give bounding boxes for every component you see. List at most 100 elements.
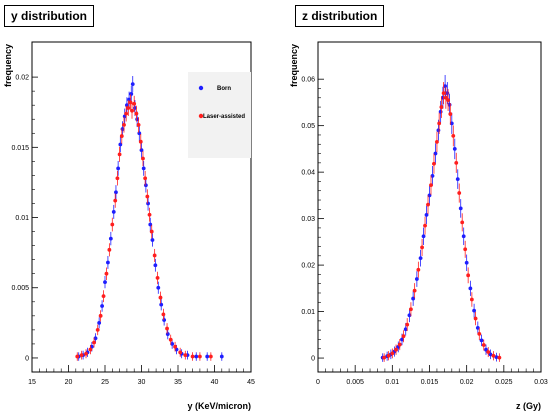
legend-box — [188, 72, 251, 158]
data-point — [405, 322, 410, 327]
data-point — [183, 353, 188, 358]
y-tick-label: 0.02 — [15, 75, 29, 82]
x-tick-label: 0.025 — [495, 379, 513, 386]
x-tick-label: 25 — [101, 379, 109, 386]
data-point — [92, 340, 96, 345]
data-point — [486, 350, 491, 354]
data-point — [117, 152, 122, 157]
data-point — [219, 354, 224, 359]
data-point — [130, 108, 134, 113]
data-point — [146, 201, 150, 206]
x-tick-label: 40 — [211, 379, 219, 386]
data-point — [95, 327, 100, 332]
x-tick-label: 0.03 — [534, 379, 548, 386]
y-tick-label: 0.06 — [301, 77, 315, 84]
x-tick-label: 15 — [28, 379, 36, 386]
data-point — [421, 234, 426, 239]
x-tick-label: 0.01 — [386, 379, 400, 386]
data-point — [93, 336, 98, 341]
data-point — [416, 267, 421, 272]
data-point — [106, 260, 110, 265]
data-point — [451, 133, 456, 138]
data-point — [113, 198, 118, 203]
data-point — [441, 91, 446, 96]
data-point — [420, 245, 424, 250]
x-tick-label: 20 — [65, 379, 73, 386]
data-point — [124, 111, 129, 116]
data-point — [477, 331, 482, 336]
y-tick-label: 0.05 — [301, 123, 315, 130]
plot-frame — [317, 41, 542, 373]
x-tick-label: 30 — [138, 379, 146, 386]
data-point — [132, 101, 137, 106]
y-axis-label: frequency — [289, 44, 299, 87]
data-point — [401, 334, 406, 339]
data-point — [194, 354, 199, 359]
data-point — [407, 313, 412, 318]
data-point — [119, 134, 124, 138]
data-point — [98, 313, 103, 318]
data-point — [497, 355, 502, 360]
data-point — [198, 354, 202, 359]
chart-panel: 15 20 25 30 35 40 45 0 0.005 0.01 0.015 0.02 y (KeV/… — [3, 41, 255, 411]
legend-marker — [198, 85, 204, 91]
data-point — [454, 160, 459, 165]
y-tick-label: 0.03 — [301, 216, 315, 223]
data-point — [115, 176, 120, 181]
data-point — [468, 286, 473, 291]
data-point — [107, 247, 112, 252]
y-tick-label: 0 — [25, 355, 29, 362]
legend-label: Born — [217, 86, 231, 92]
data-point — [111, 210, 116, 214]
data-point — [394, 347, 398, 352]
data-point — [159, 302, 164, 307]
data-point — [104, 271, 109, 276]
data-point — [491, 353, 496, 358]
data-point — [128, 100, 133, 105]
data-point — [122, 122, 126, 127]
data-point — [435, 140, 439, 144]
data-point — [423, 223, 427, 228]
data-point — [116, 166, 121, 171]
data-point — [103, 280, 107, 285]
data-point — [426, 202, 430, 207]
x-tick-label: 0.005 — [346, 379, 364, 386]
data-point — [390, 351, 395, 356]
data-point — [158, 295, 163, 300]
data-point — [108, 236, 113, 241]
data-series — [382, 82, 502, 362]
data-point — [397, 342, 402, 347]
data-point — [100, 304, 104, 308]
data-point — [75, 354, 80, 359]
x-tick-label: 45 — [247, 379, 255, 386]
data-point — [126, 106, 131, 110]
data-point — [149, 229, 154, 234]
chart-title: z distribution — [295, 5, 385, 27]
data-point — [97, 320, 102, 325]
data-point — [437, 121, 442, 126]
data-point — [165, 332, 170, 336]
data-point — [475, 325, 480, 330]
x-axis-label: z (Gy) — [516, 401, 541, 411]
data-point — [433, 151, 438, 156]
data-point — [409, 307, 413, 312]
data-point — [412, 288, 417, 293]
data-point — [473, 316, 478, 321]
data-point — [208, 354, 213, 359]
data-point — [173, 344, 177, 349]
y-axis-label: frequency — [3, 44, 13, 87]
data-point — [446, 98, 450, 102]
data-point — [79, 353, 84, 358]
x-tick-label: 0 — [316, 379, 320, 386]
data-point — [457, 191, 462, 195]
data-point — [130, 82, 135, 87]
data-point — [464, 260, 469, 265]
data-point — [469, 297, 474, 302]
data-point — [129, 92, 134, 96]
data-point — [455, 177, 460, 182]
data-point — [152, 253, 157, 258]
chart-panel: 0 0.005 0.01 0.015 0.02 0.025 0.03 0 0.01 0.02 0.0… — [289, 41, 548, 411]
data-point — [424, 213, 429, 217]
data-point — [481, 343, 486, 347]
